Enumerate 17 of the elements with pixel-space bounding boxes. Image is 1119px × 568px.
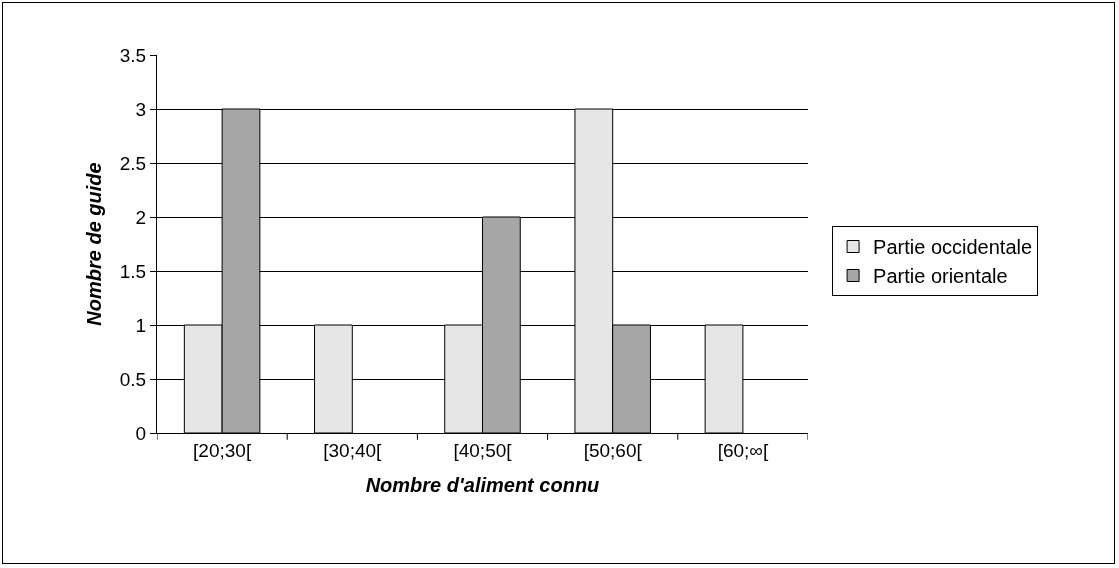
y-tick-label: 1.5 <box>119 260 147 282</box>
x-tick-label: [30;40[ <box>323 439 383 461</box>
legend-label: Partie orientale <box>873 265 1008 288</box>
y-tick-label: 2 <box>135 206 147 228</box>
x-tick-label: [60;∞[ <box>717 439 769 461</box>
y-tick-label: 2.5 <box>119 152 147 174</box>
y-tick-label: 0 <box>135 422 147 444</box>
y-tick-label: 1 <box>135 314 147 336</box>
y-tick-label: 3 <box>135 98 147 120</box>
y-tick-label: 0.5 <box>119 368 147 390</box>
y-tick-label: 3.5 <box>119 44 147 66</box>
x-tick-label: [50;60[ <box>583 439 643 461</box>
x-axis-title: Nombre d'aliment connu <box>365 474 600 497</box>
legend-label: Partie occidentale <box>873 236 1033 259</box>
x-tick-label: [20;30[ <box>193 439 252 461</box>
y-axis-title: Nombre de guide <box>83 162 106 326</box>
x-tick-label: [40;50[ <box>453 439 513 461</box>
